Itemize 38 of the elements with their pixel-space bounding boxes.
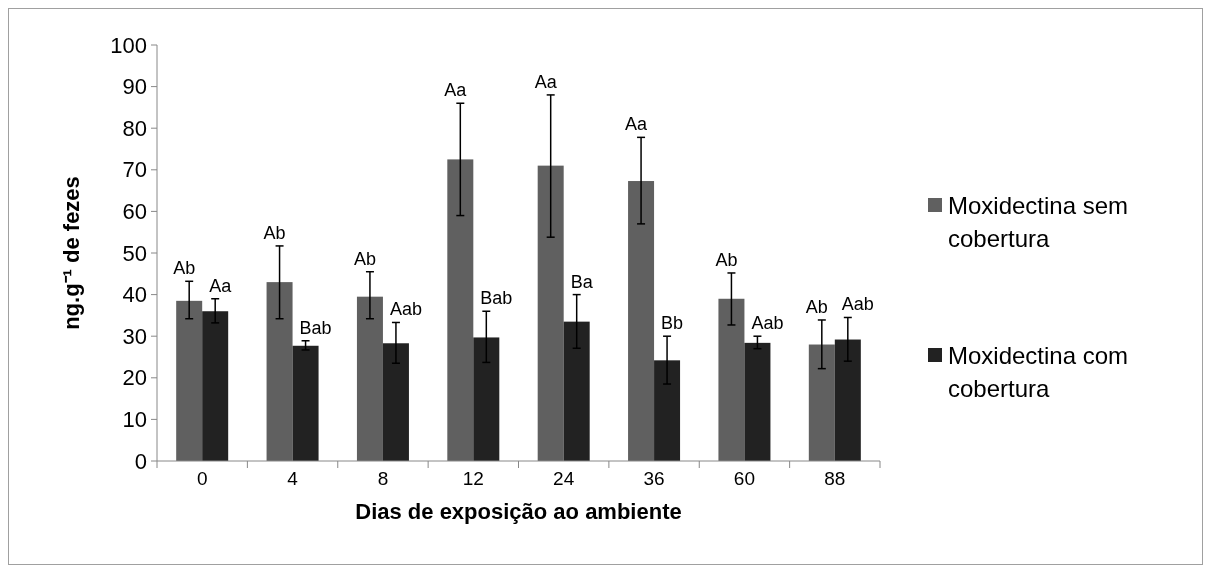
legend-label: Moxidectina com cobertura	[948, 341, 1129, 402]
annotation: Ba	[570, 271, 594, 292]
x-tick-label: 36	[643, 468, 665, 489]
y-tick-label: 70	[122, 157, 147, 183]
x-axis-title: Dias de exposição ao ambiente	[355, 499, 682, 524]
annotation: Ab	[805, 296, 828, 317]
annotation: Aa	[625, 114, 649, 135]
y-tick-label: 20	[122, 365, 147, 391]
annotation: Bab	[299, 317, 332, 338]
x-tick-label: 8	[377, 468, 389, 489]
y-tick-label: 40	[122, 282, 147, 308]
annotation: Bab	[480, 288, 513, 309]
y-tick-label: 10	[122, 406, 147, 432]
y-tick-label: 60	[122, 198, 147, 224]
annotation: Aa	[444, 80, 468, 101]
x-tick-label: 12	[462, 468, 484, 489]
annotation: Aab	[841, 294, 874, 315]
y-tick-label: 100	[110, 32, 147, 58]
legend-label: Moxidectina sem cobertura	[948, 191, 1129, 252]
y-tick-label: 80	[122, 115, 147, 141]
annotation: Ab	[715, 249, 738, 270]
annotation: Ab	[353, 248, 376, 269]
annotation: Aa	[534, 71, 558, 92]
annotation: Ab	[263, 222, 286, 243]
x-tick-label: 60	[733, 468, 756, 489]
annotation: Aab	[751, 313, 784, 334]
annotation: Aab	[389, 299, 422, 320]
y-tick-label: 50	[122, 240, 147, 266]
x-tick-label: 0	[196, 468, 208, 489]
y-tick-label: 90	[122, 74, 147, 100]
annotation: Aa	[209, 275, 233, 296]
y-axis-title: ng.g⁻¹ de fezes	[59, 176, 84, 330]
x-tick-label: 24	[553, 468, 575, 489]
annotation: Ab	[173, 258, 196, 279]
annotation: Bb	[661, 313, 684, 334]
y-tick-label: 30	[122, 323, 147, 349]
x-tick-label: 4	[287, 468, 299, 489]
x-tick-label: 88	[824, 468, 846, 489]
